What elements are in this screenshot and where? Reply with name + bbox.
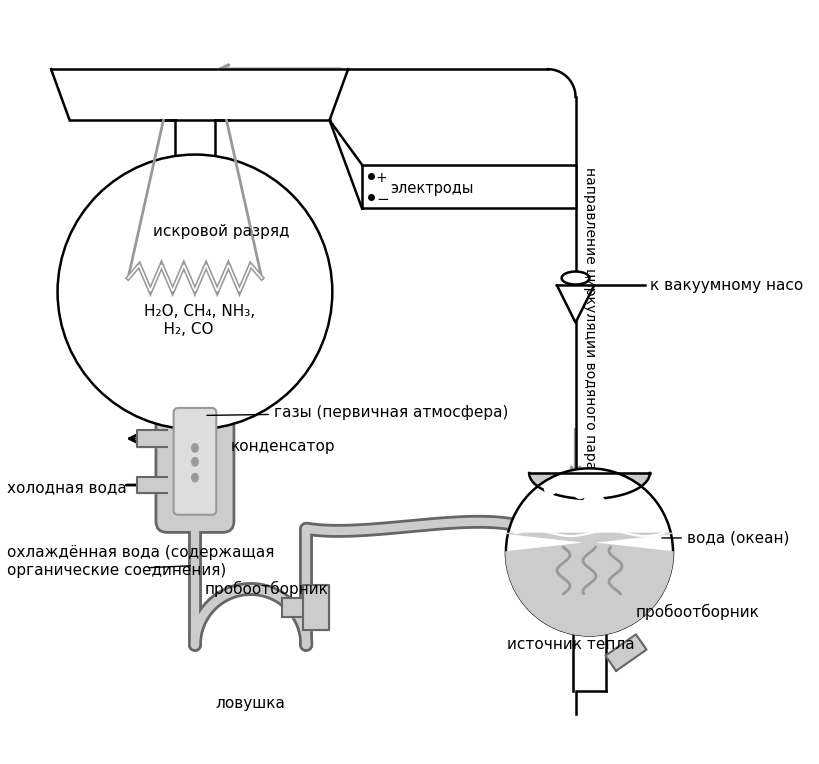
- Circle shape: [582, 494, 604, 516]
- Text: органические соединения): органические соединения): [7, 563, 226, 578]
- Polygon shape: [192, 474, 198, 482]
- Text: искровой разряд: искровой разряд: [153, 225, 289, 239]
- Text: пробоотборник: пробоотборник: [635, 604, 759, 620]
- Text: к вакуумному насо: к вакуумному насо: [649, 278, 802, 293]
- Text: −: −: [375, 192, 388, 207]
- Circle shape: [505, 468, 672, 636]
- Text: охлаждённая вода (содержащая: охлаждённая вода (содержащая: [7, 545, 274, 559]
- FancyBboxPatch shape: [156, 390, 233, 533]
- Circle shape: [545, 483, 555, 494]
- Polygon shape: [282, 598, 302, 617]
- Circle shape: [554, 502, 571, 519]
- Text: источник тепла: источник тепла: [506, 637, 634, 652]
- Text: электроды: электроды: [389, 181, 473, 196]
- Polygon shape: [192, 444, 198, 452]
- Polygon shape: [604, 634, 645, 671]
- Polygon shape: [302, 585, 328, 630]
- Polygon shape: [138, 477, 167, 494]
- Polygon shape: [174, 120, 215, 154]
- Circle shape: [573, 485, 586, 498]
- Polygon shape: [572, 636, 605, 691]
- Ellipse shape: [561, 271, 589, 284]
- Polygon shape: [528, 473, 649, 499]
- FancyBboxPatch shape: [174, 408, 216, 515]
- Text: направление циркуляции водяного пара: направление циркуляции водяного пара: [582, 167, 596, 469]
- Text: конденсатор: конденсатор: [230, 439, 334, 454]
- Text: H₂O, CH₄, NH₃,
    H₂, CO: H₂O, CH₄, NH₃, H₂, CO: [143, 304, 255, 337]
- Text: пробоотборник: пробоотборник: [204, 581, 328, 597]
- Polygon shape: [51, 70, 348, 120]
- Text: вода (океан): вода (океан): [661, 530, 789, 545]
- Text: холодная вода: холодная вода: [7, 481, 127, 496]
- Polygon shape: [505, 533, 672, 636]
- Polygon shape: [192, 458, 198, 466]
- Circle shape: [611, 503, 626, 517]
- Text: ловушка: ловушка: [215, 696, 285, 711]
- Circle shape: [57, 154, 332, 429]
- Polygon shape: [556, 286, 594, 322]
- Text: газы (первичная атмосфера): газы (первичная атмосфера): [206, 405, 508, 420]
- Polygon shape: [362, 165, 575, 209]
- Circle shape: [603, 484, 612, 494]
- Polygon shape: [138, 430, 167, 447]
- Text: +: +: [375, 171, 387, 186]
